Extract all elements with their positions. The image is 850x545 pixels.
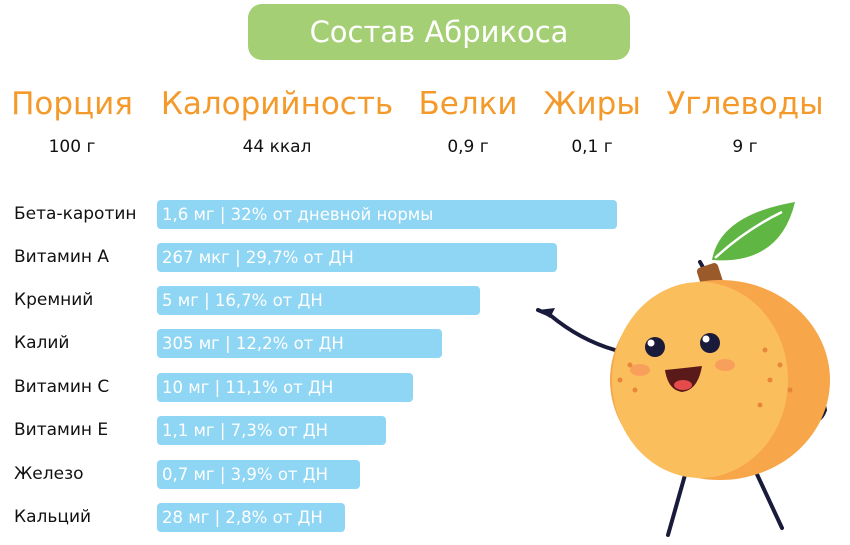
nutrient-bar: 305 мг | 12,2% от ДН — [157, 329, 442, 358]
nutrient-bar: 1,1 мг | 7,3% от ДН — [157, 416, 386, 445]
nutrient-bar: 1,6 мг | 32% от дневной нормы — [157, 200, 617, 229]
nutrient-name: Кальций — [14, 507, 92, 527]
nutrient-name: Витамин А — [14, 247, 110, 267]
nutrient-name: Бета-каротин — [14, 204, 137, 224]
nutrient-row: Витамин А 267 мкг | 29,7% от ДН — [0, 243, 620, 273]
nutrient-row: Витамин Е 1,1 мг | 7,3% от ДН — [0, 416, 620, 446]
nutrient-bar: 10 мг | 11,1% от ДН — [157, 373, 413, 402]
title: Состав Абрикоса — [248, 4, 630, 60]
summary-label: Калорийность — [160, 86, 394, 122]
summary-value: 0,9 г — [447, 137, 489, 157]
nutrient-name: Железо — [14, 464, 84, 484]
summary-value: 44 ккал — [242, 137, 312, 157]
summary-label: Белки — [418, 86, 518, 122]
nutrient-row: Калий 305 мг | 12,2% от ДН — [0, 329, 620, 359]
nutrient-name: Калий — [14, 333, 70, 353]
nutrient-bar: 0,7 мг | 3,9% от ДН — [157, 460, 360, 489]
nutrient-row: Бета-каротин 1,6 мг | 32% от дневной норм… — [0, 200, 620, 230]
nutrient-name: Витамин С — [14, 377, 110, 397]
nutrient-row: Кремний 5 мг | 16,7% от ДН — [0, 286, 620, 316]
nutrient-row: Витамин С 10 мг | 11,1% от ДН — [0, 373, 620, 403]
summary-label: Порция — [11, 86, 133, 122]
nutrient-row: Кальций 28 мг | 2,8% от ДН — [0, 503, 620, 533]
apricot-illustration — [536, 202, 830, 537]
nutrient-name: Кремний — [14, 290, 94, 310]
nutrient-row: Железо 0,7 мг | 3,9% от ДН — [0, 460, 620, 490]
summary-value: 9 г — [732, 137, 758, 157]
nutrient-bar: 28 мг | 2,8% от ДН — [157, 503, 345, 532]
nutrient-bar: 267 мкг | 29,7% от ДН — [157, 243, 557, 272]
summary-label: Углеводы — [666, 86, 824, 122]
summary-value: 100 г — [48, 137, 96, 157]
summary-value: 0,1 г — [571, 137, 613, 157]
nutrient-name: Витамин Е — [14, 420, 109, 440]
nutrient-bar: 5 мг | 16,7% от ДН — [157, 286, 480, 315]
summary-label: Жиры — [543, 86, 641, 122]
